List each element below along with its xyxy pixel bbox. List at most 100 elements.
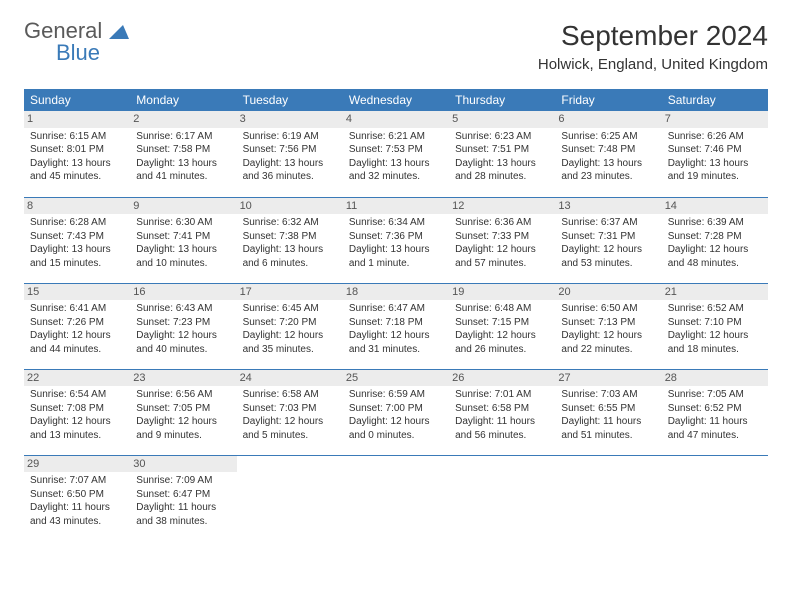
sunrise-text: Sunrise: 6:54 AM — [30, 388, 124, 402]
day1-text: Daylight: 12 hours — [668, 329, 762, 343]
calendar-day-cell: 6Sunrise: 6:25 AMSunset: 7:48 PMDaylight… — [555, 111, 661, 197]
calendar-day-cell: 27Sunrise: 7:03 AMSunset: 6:55 PMDayligh… — [555, 369, 661, 455]
day2-text: and 1 minute. — [349, 257, 443, 271]
day-number: 14 — [662, 198, 768, 215]
sunrise-text: Sunrise: 7:01 AM — [455, 388, 549, 402]
day1-text: Daylight: 12 hours — [455, 243, 549, 257]
day-of-week-header: Wednesday — [343, 89, 449, 111]
calendar-week-row: 1Sunrise: 6:15 AMSunset: 8:01 PMDaylight… — [24, 111, 768, 197]
day-number: 27 — [555, 370, 661, 387]
day-number: 25 — [343, 370, 449, 387]
logo-general-text: General — [24, 18, 102, 43]
day-number: 24 — [237, 370, 343, 387]
day2-text: and 47 minutes. — [668, 429, 762, 443]
day1-text: Daylight: 11 hours — [455, 415, 549, 429]
sunrise-text: Sunrise: 6:25 AM — [561, 130, 655, 144]
calendar-week-row: 8Sunrise: 6:28 AMSunset: 7:43 PMDaylight… — [24, 197, 768, 283]
day-of-week-header: Sunday — [24, 89, 130, 111]
sunset-text: Sunset: 7:28 PM — [668, 230, 762, 244]
sunset-text: Sunset: 7:38 PM — [243, 230, 337, 244]
day-number: 30 — [130, 456, 236, 473]
calendar-day-cell: 19Sunrise: 6:48 AMSunset: 7:15 PMDayligh… — [449, 283, 555, 369]
day2-text: and 44 minutes. — [30, 343, 124, 357]
day1-text: Daylight: 13 hours — [561, 157, 655, 171]
calendar-day-cell: 12Sunrise: 6:36 AMSunset: 7:33 PMDayligh… — [449, 197, 555, 283]
day2-text: and 28 minutes. — [455, 170, 549, 184]
calendar-day-cell: 8Sunrise: 6:28 AMSunset: 7:43 PMDaylight… — [24, 197, 130, 283]
calendar-day-cell: 11Sunrise: 6:34 AMSunset: 7:36 PMDayligh… — [343, 197, 449, 283]
day-number: 16 — [130, 284, 236, 301]
day-number: 6 — [555, 111, 661, 128]
day-number: 28 — [662, 370, 768, 387]
sunset-text: Sunset: 7:23 PM — [136, 316, 230, 330]
calendar-day-cell: 2Sunrise: 6:17 AMSunset: 7:58 PMDaylight… — [130, 111, 236, 197]
calendar-empty-cell — [449, 455, 555, 541]
day1-text: Daylight: 13 hours — [455, 157, 549, 171]
day2-text: and 38 minutes. — [136, 515, 230, 529]
day-number: 21 — [662, 284, 768, 301]
day2-text: and 6 minutes. — [243, 257, 337, 271]
calendar-day-cell: 29Sunrise: 7:07 AMSunset: 6:50 PMDayligh… — [24, 455, 130, 541]
calendar-day-cell: 4Sunrise: 6:21 AMSunset: 7:53 PMDaylight… — [343, 111, 449, 197]
day-number: 8 — [24, 198, 130, 215]
calendar-day-cell: 20Sunrise: 6:50 AMSunset: 7:13 PMDayligh… — [555, 283, 661, 369]
day1-text: Daylight: 13 hours — [136, 157, 230, 171]
day1-text: Daylight: 11 hours — [561, 415, 655, 429]
sunset-text: Sunset: 7:58 PM — [136, 143, 230, 157]
sunrise-text: Sunrise: 6:26 AM — [668, 130, 762, 144]
sunrise-text: Sunrise: 6:17 AM — [136, 130, 230, 144]
day1-text: Daylight: 12 hours — [349, 329, 443, 343]
sunset-text: Sunset: 6:58 PM — [455, 402, 549, 416]
day2-text: and 22 minutes. — [561, 343, 655, 357]
sunset-text: Sunset: 8:01 PM — [30, 143, 124, 157]
sunset-text: Sunset: 7:31 PM — [561, 230, 655, 244]
sunrise-text: Sunrise: 6:21 AM — [349, 130, 443, 144]
sunrise-text: Sunrise: 6:58 AM — [243, 388, 337, 402]
day-number: 11 — [343, 198, 449, 215]
day1-text: Daylight: 11 hours — [136, 501, 230, 515]
day-of-week-header: Tuesday — [237, 89, 343, 111]
day-number: 10 — [237, 198, 343, 215]
logo-triangle-icon — [109, 23, 129, 44]
calendar-week-row: 29Sunrise: 7:07 AMSunset: 6:50 PMDayligh… — [24, 455, 768, 541]
sunrise-text: Sunrise: 7:05 AM — [668, 388, 762, 402]
day-number: 7 — [662, 111, 768, 128]
calendar-empty-cell — [555, 455, 661, 541]
calendar-day-cell: 22Sunrise: 6:54 AMSunset: 7:08 PMDayligh… — [24, 369, 130, 455]
calendar-day-cell: 10Sunrise: 6:32 AMSunset: 7:38 PMDayligh… — [237, 197, 343, 283]
day1-text: Daylight: 13 hours — [136, 243, 230, 257]
day2-text: and 15 minutes. — [30, 257, 124, 271]
logo-blue-text: Blue — [56, 42, 129, 64]
day1-text: Daylight: 11 hours — [30, 501, 124, 515]
sunrise-text: Sunrise: 6:28 AM — [30, 216, 124, 230]
day-number: 20 — [555, 284, 661, 301]
day-of-week-header: Thursday — [449, 89, 555, 111]
sunset-text: Sunset: 7:05 PM — [136, 402, 230, 416]
sunset-text: Sunset: 7:56 PM — [243, 143, 337, 157]
calendar-empty-cell — [237, 455, 343, 541]
day-of-week-row: SundayMondayTuesdayWednesdayThursdayFrid… — [24, 89, 768, 111]
sunset-text: Sunset: 7:13 PM — [561, 316, 655, 330]
sunset-text: Sunset: 7:03 PM — [243, 402, 337, 416]
calendar-day-cell: 14Sunrise: 6:39 AMSunset: 7:28 PMDayligh… — [662, 197, 768, 283]
day2-text: and 36 minutes. — [243, 170, 337, 184]
day1-text: Daylight: 13 hours — [30, 243, 124, 257]
day-number: 12 — [449, 198, 555, 215]
sunrise-text: Sunrise: 6:23 AM — [455, 130, 549, 144]
sunrise-text: Sunrise: 6:52 AM — [668, 302, 762, 316]
day-number: 26 — [449, 370, 555, 387]
calendar-week-row: 22Sunrise: 6:54 AMSunset: 7:08 PMDayligh… — [24, 369, 768, 455]
day-number: 22 — [24, 370, 130, 387]
day-number: 1 — [24, 111, 130, 128]
sunrise-text: Sunrise: 7:03 AM — [561, 388, 655, 402]
calendar-day-cell: 16Sunrise: 6:43 AMSunset: 7:23 PMDayligh… — [130, 283, 236, 369]
day2-text: and 19 minutes. — [668, 170, 762, 184]
calendar-day-cell: 3Sunrise: 6:19 AMSunset: 7:56 PMDaylight… — [237, 111, 343, 197]
day1-text: Daylight: 13 hours — [30, 157, 124, 171]
day2-text: and 43 minutes. — [30, 515, 124, 529]
calendar-day-cell: 9Sunrise: 6:30 AMSunset: 7:41 PMDaylight… — [130, 197, 236, 283]
sunset-text: Sunset: 7:20 PM — [243, 316, 337, 330]
day2-text: and 13 minutes. — [30, 429, 124, 443]
calendar-body: 1Sunrise: 6:15 AMSunset: 8:01 PMDaylight… — [24, 111, 768, 541]
sunset-text: Sunset: 7:46 PM — [668, 143, 762, 157]
